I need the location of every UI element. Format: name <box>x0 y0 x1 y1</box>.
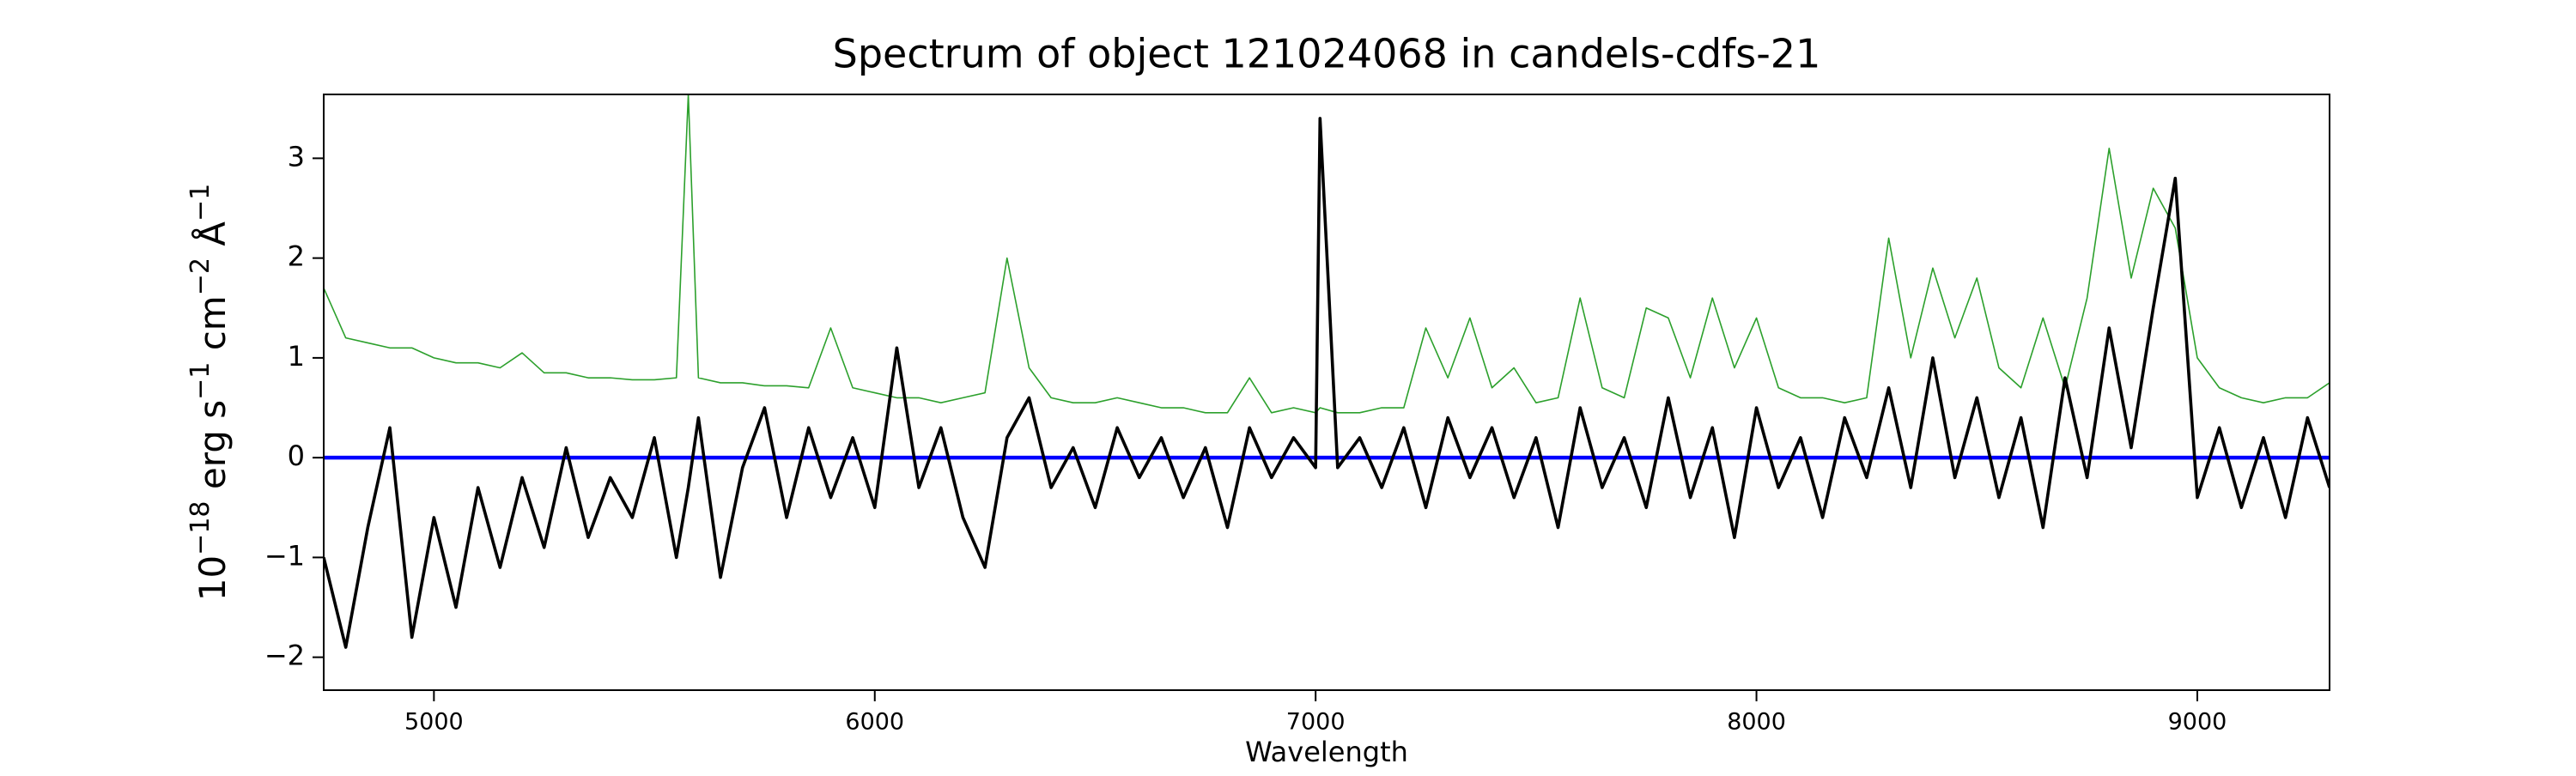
y-label-part: Å <box>191 221 234 258</box>
y-axis-label: 10−18 erg s−1 cm−2 Å−1 <box>185 184 234 602</box>
y-label-sup: −18 <box>185 501 216 555</box>
plot-area <box>324 94 2330 649</box>
spectrum-line <box>324 117 2330 649</box>
x-tick-label: 8000 <box>1727 709 1786 736</box>
y-tick-label: 0 <box>288 440 305 472</box>
y-label-sup: −1 <box>185 184 216 221</box>
x-tick-label: 9000 <box>2168 709 2227 736</box>
y-tick-label: 1 <box>288 340 305 373</box>
x-tick-label: 5000 <box>404 709 464 736</box>
y-label-sup: −1 <box>185 362 216 400</box>
y-label-sup: −2 <box>185 258 216 295</box>
x-tick-label: 7000 <box>1286 709 1346 736</box>
y-tick-label: 3 <box>288 140 305 173</box>
y-tick-label: −2 <box>264 640 305 672</box>
y-tick-label: 2 <box>288 240 305 273</box>
y-label-part: 10 <box>191 555 234 601</box>
chart-title: Spectrum of object 121024068 in candels-… <box>833 31 1821 77</box>
x-axis-label: Wavelength <box>1245 736 1408 768</box>
y-tick-label: −1 <box>264 539 305 572</box>
y-label-part: cm <box>191 295 234 361</box>
x-tick-label: 6000 <box>845 709 904 736</box>
y-label-part: erg s <box>191 400 234 501</box>
plot-frame <box>323 94 2330 691</box>
